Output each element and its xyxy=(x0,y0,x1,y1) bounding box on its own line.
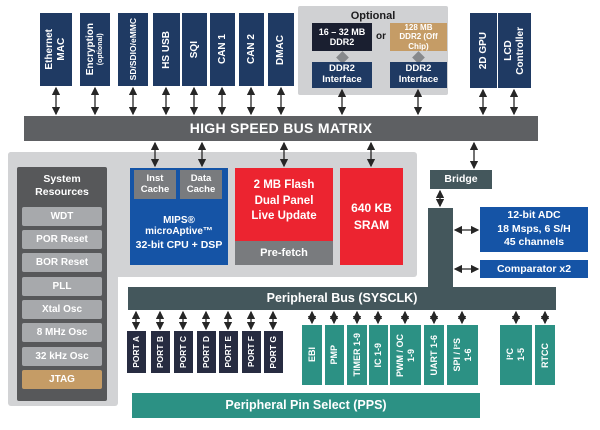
block-can1: CAN 1 xyxy=(210,13,235,86)
block-comparator: Comparator x2 xyxy=(480,260,588,278)
block-rtcc-label: RTCC xyxy=(539,342,550,368)
block-port-e: PORT E xyxy=(219,331,238,373)
mips-line2: microAptive™ xyxy=(145,226,213,237)
block-bridge: Bridge xyxy=(430,170,492,189)
or-label: or xyxy=(376,31,386,42)
peripheral-pin-select-bar: Peripheral Pin Select (PPS) xyxy=(132,393,480,418)
sysres-item-por-reset: POR Reset xyxy=(22,230,102,249)
block-sqi-label: SQI xyxy=(188,40,200,59)
peripheral-bus: Peripheral Bus (SYSCLK) xyxy=(128,287,556,310)
system-resources-title: System Resources xyxy=(35,173,89,198)
block-uart-label: UART 1-6 xyxy=(428,334,439,376)
block-ic-label: IC 1-9 xyxy=(373,342,384,368)
block-inst-cache: Inst Cache xyxy=(134,170,176,199)
sysres-item-32khz-osc: 32 kHz Osc xyxy=(22,347,102,366)
block-dmac: DMAC xyxy=(268,13,294,86)
block-ethernet-mac: Ethernet MAC xyxy=(40,13,72,86)
mips-line1: MIPS® xyxy=(163,215,195,226)
block-pmp-label: PMP xyxy=(329,345,340,365)
block-port-a: PORT A xyxy=(127,331,146,373)
block-ddr2-interface-right: DDR2 Interface xyxy=(390,62,447,88)
block-ddr2-interface-left: DDR2 Interface xyxy=(312,62,372,88)
sysres-item-jtag: JTAG xyxy=(22,370,102,389)
block-port-d-label: PORT D xyxy=(201,335,212,369)
block-pwm-oc-label: PWM / OC 1-9 xyxy=(394,333,416,377)
block-port-g: PORT G xyxy=(264,331,283,373)
block-timer-label: TIMER 1-9 xyxy=(351,333,362,377)
block-ebi: EBI xyxy=(302,325,322,385)
block-ddr2-onchip: 16 – 32 MB DDR2 xyxy=(312,23,372,51)
block-port-b: PORT B xyxy=(151,331,170,373)
block-sd-sdio-emmc: SD/SDIO/eMMC xyxy=(118,13,148,86)
block-adc: 12-bit ADC 18 Msps, 6 S/H 45 channels xyxy=(480,207,588,252)
block-dmac-label: DMAC xyxy=(275,34,286,65)
block-sram: 640 KB SRAM xyxy=(340,168,403,265)
block-timer: TIMER 1-9 xyxy=(347,325,367,385)
mips-cpu-label: MIPS® microAptive™ 32-bit CPU + DSP xyxy=(130,204,228,262)
block-uart: UART 1-6 xyxy=(424,325,444,385)
block-i2c: I²C 1-5 xyxy=(500,325,532,385)
sysres-item-8mhz-osc: 8 MHz Osc xyxy=(22,323,102,342)
optional-panel-title: Optional xyxy=(350,10,396,22)
block-flash: 2 MB Flash Dual Panel Live Update Pre-fe… xyxy=(235,168,333,265)
block-lcd-controller: LCD Controller xyxy=(498,13,531,88)
block-spi-i2s: SPI / I²S 1-6 xyxy=(447,325,478,385)
block-ebi-label: EBI xyxy=(306,347,317,363)
block-pwm-oc: PWM / OC 1-9 xyxy=(390,325,421,385)
system-resources-box: System Resources WDT POR Reset BOR Reset… xyxy=(17,167,107,401)
block-ic: IC 1-9 xyxy=(369,325,388,385)
block-data-cache: Data Cache xyxy=(180,170,222,199)
block-port-c-label: PORT C xyxy=(178,335,189,369)
block-can2: CAN 2 xyxy=(239,13,264,86)
block-ethernet-mac-label: Ethernet MAC xyxy=(44,29,67,70)
block-i2c-label: I²C 1-5 xyxy=(505,348,526,362)
block-spi-i2s-label: SPI / I²S 1-6 xyxy=(451,338,473,372)
block-can1-label: CAN 1 xyxy=(216,34,228,65)
block-sd-sdio-emmc-label: SD/SDIO/eMMC xyxy=(127,18,138,81)
block-port-d: PORT D xyxy=(197,331,216,373)
block-port-e-label: PORT E xyxy=(223,336,234,368)
high-speed-bus-matrix: HIGH SPEED BUS MATRIX xyxy=(24,116,538,141)
block-encryption: Encryption (optional) xyxy=(80,13,110,86)
block-sqi: SQI xyxy=(182,13,207,86)
block-2d-gpu: 2D GPU xyxy=(470,13,497,88)
block-mips-cpu: Inst Cache Data Cache MIPS® microAptive™… xyxy=(130,168,228,265)
block-port-f: PORT F xyxy=(242,331,261,373)
sysres-item-pll: PLL xyxy=(22,277,102,296)
block-port-f-label: PORT F xyxy=(246,336,257,368)
block-hs-usb-label: HS USB xyxy=(160,30,172,69)
block-ddr2-offchip: 128 MB DDR2 (Off Chip) xyxy=(390,23,447,51)
sysres-item-bor-reset: BOR Reset xyxy=(22,253,102,272)
block-can2-label: CAN 2 xyxy=(245,34,257,65)
optional-ddr2-panel: Optional 16 – 32 MB DDR2 or 128 MB DDR2 … xyxy=(298,6,448,95)
block-rtcc: RTCC xyxy=(535,325,555,385)
peripheral-bus-riser xyxy=(428,208,453,288)
block-encryption-label: Encryption (optional) xyxy=(84,23,104,76)
block-lcd-controller-label: LCD Controller xyxy=(502,26,526,75)
block-pre-fetch: Pre-fetch xyxy=(235,241,333,265)
block-port-c: PORT C xyxy=(174,331,193,373)
block-pmp: PMP xyxy=(325,325,344,385)
block-port-g-label: PORT G xyxy=(268,335,279,369)
block-port-b-label: PORT B xyxy=(155,335,166,369)
flash-label: 2 MB Flash Dual Panel Live Update xyxy=(251,179,317,223)
block-hs-usb: HS USB xyxy=(153,13,180,86)
sysres-item-xtal-osc: Xtal Osc xyxy=(22,300,102,319)
mips-line3: 32-bit CPU + DSP xyxy=(135,239,223,251)
block-2d-gpu-label: 2D GPU xyxy=(477,31,489,70)
block-port-a-label: PORT A xyxy=(131,336,142,368)
sysres-item-wdt: WDT xyxy=(22,207,102,226)
